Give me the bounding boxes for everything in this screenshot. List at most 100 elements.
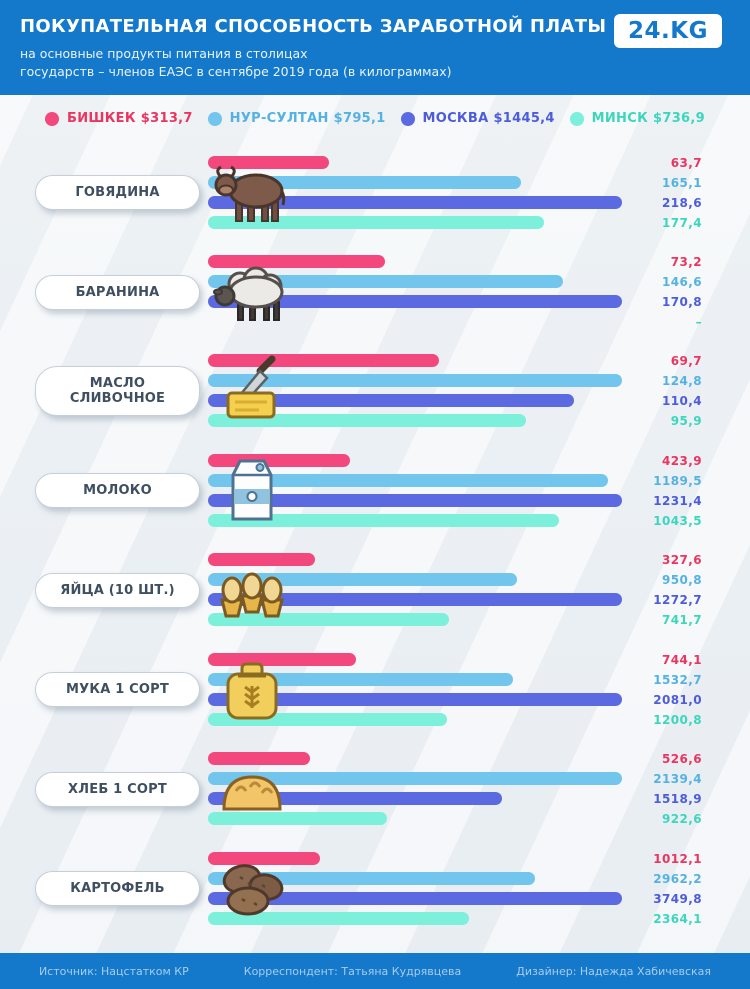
bar-value: 744,1 (662, 652, 702, 667)
legend-salary: $795,1 (333, 111, 386, 127)
bar-value: 1200,8 (653, 712, 702, 727)
bar-nursultan (208, 374, 622, 388)
bar-row: 95,9 (208, 414, 702, 428)
product-group-flour: МУКА 1 СОРТ 744,1 1532,7 2081,0 1200,8 (0, 647, 750, 733)
product-group-potato: КАРТОФЕЛЬ 1012,1 2962,2 3749,8 2364,1 (0, 846, 750, 932)
bar-minsk (208, 215, 544, 229)
bar-value: 1272,7 (653, 593, 702, 608)
bar-nursultan (208, 573, 518, 587)
bar-value: 1012,1 (653, 851, 702, 866)
subtitle-line-2: государств – членов ЕАЭС в сентябре 2019… (20, 64, 452, 80)
bar-value: 327,6 (662, 553, 702, 568)
legend-item-nursultan: НУР-СУЛТАН $795,1 (207, 111, 386, 127)
bar-row: 165,1 (208, 175, 702, 190)
bar-value: 165,1 (662, 175, 702, 190)
bar-row: 327,6 (208, 553, 702, 567)
bar-moscow (208, 195, 622, 209)
bar-value: 170,8 (662, 295, 702, 310)
legend-item-bishkek: БИШКЕК $313,7 (45, 111, 193, 126)
bar-row: 922,6 (208, 812, 702, 826)
butter-icon (210, 355, 294, 427)
brand-logo: 24.KG (614, 14, 722, 48)
bar-nursultan (208, 871, 536, 885)
bar-row: 2962,2 (208, 871, 702, 886)
product-label-pill: МАСЛО СЛИВОЧНОЕ (35, 366, 200, 417)
bar-moscow (208, 394, 575, 408)
bar-value: 1518,9 (653, 792, 702, 807)
bar-row: 526,6 (208, 752, 702, 766)
bar-row: 1012,1 (208, 851, 702, 866)
bar-value: 95,9 (670, 414, 702, 429)
bar-minsk (208, 812, 387, 826)
bar-bishkek (208, 553, 315, 567)
product-group-eggs: ЯЙЦА (10 ШТ.) 327,6 950,8 1272,7 (0, 547, 750, 633)
sheep-icon (210, 256, 294, 328)
bar-value: 526,6 (662, 752, 702, 767)
legend-city: НУР-СУЛТАН (229, 111, 329, 127)
legend-salary: $736,9 (653, 111, 705, 127)
bar-value: 741,7 (662, 613, 702, 628)
bar-value: 1532,7 (653, 672, 702, 687)
legend-salary: $1445,4 (493, 111, 555, 127)
bar-nursultan (208, 275, 564, 289)
product-label-pill: БАРАНИНА (35, 274, 200, 310)
cow-icon (210, 157, 294, 229)
bar-nursultan (208, 175, 521, 189)
legend-dot-icon (400, 111, 415, 126)
legend-item-moscow: МОСКВА $1445,4 (400, 111, 555, 127)
bar-moscow (208, 692, 622, 706)
milk-icon (210, 455, 294, 527)
bar-minsk (208, 414, 527, 428)
bar-nursultan (208, 672, 513, 686)
bar-value: 2081,0 (653, 692, 702, 707)
bread-icon (210, 753, 294, 825)
footer: Источник: Нацстатком КР Корреспондент: Т… (0, 953, 750, 989)
legend: БИШКЕК $313,7 НУР-СУЛТАН $795,1 МОСКВА $144… (0, 95, 750, 132)
header: ПОКУПАТЕЛЬНАЯ СПОСОБНОСТЬ ЗАРАБОТНОЙ ПЛА… (0, 0, 750, 96)
bar-row: 177,4 (208, 215, 702, 230)
bar-value: 950,8 (662, 573, 702, 588)
flour-icon (210, 654, 294, 726)
bar-value: 63,7 (670, 155, 702, 170)
product-label-pill: ГОВЯДИНА (35, 175, 200, 211)
bar-row: – (208, 315, 702, 329)
bar-value: 69,7 (670, 354, 702, 369)
product-group-beef: ГОВЯДИНА (0, 150, 750, 236)
bar-nursultan (208, 772, 622, 786)
bar-value: 2139,4 (653, 772, 702, 787)
bar-moscow (208, 891, 622, 905)
bar-bishkek (208, 752, 310, 766)
bar-row: 1272,7 (208, 593, 702, 607)
bar-row: 73,2 (208, 255, 702, 269)
legend-item-minsk: МИНСК $736,9 (569, 111, 705, 127)
product-label-pill: МУКА 1 СОРТ (35, 672, 200, 708)
product-group-bread: ХЛЕБ 1 СОРТ 526,6 2139,4 1518,9 922,6 (0, 746, 750, 832)
bar-row: 146,6 (208, 275, 702, 289)
legend-city: БИШКЕК (67, 111, 136, 127)
product-label-pill: ЯЙЦА (10 ШТ.) (35, 572, 200, 608)
bar-value: 922,6 (662, 812, 702, 827)
bar-row: 110,4 (208, 394, 702, 408)
chart-area: ГОВЯДИНА (0, 132, 750, 953)
legend-city: МИНСК (591, 111, 649, 127)
subtitle: на основные продукты питания в столицах … (20, 45, 730, 81)
bar-minsk (208, 513, 559, 527)
bar-row: 1043,5 (208, 513, 702, 528)
legend-dot-icon (45, 111, 59, 126)
bar-value: 1043,5 (653, 513, 702, 528)
product-group-butter: МАСЛО СЛИВОЧНОЕ 69,7 124,8 110,4 95,9 (0, 348, 750, 434)
subtitle-line-1: на основные продукты питания в столицах (20, 46, 308, 61)
bar-row: 3749,8 (208, 891, 702, 906)
potato-icon (210, 853, 294, 925)
bar-moscow (208, 493, 622, 507)
legend-city: МОСКВА (422, 111, 489, 127)
bar-row: 218,6 (208, 195, 702, 210)
legend-salary: $313,7 (140, 111, 193, 127)
bar-bishkek (208, 851, 320, 865)
bar-moscow (208, 792, 502, 806)
bar-row: 1231,4 (208, 493, 702, 508)
product-group-milk: МОЛОКО 423,9 1189,5 1231,4 1043,5 (0, 448, 750, 534)
bar-row: 1518,9 (208, 792, 702, 806)
bar-row: 2081,0 (208, 692, 702, 707)
